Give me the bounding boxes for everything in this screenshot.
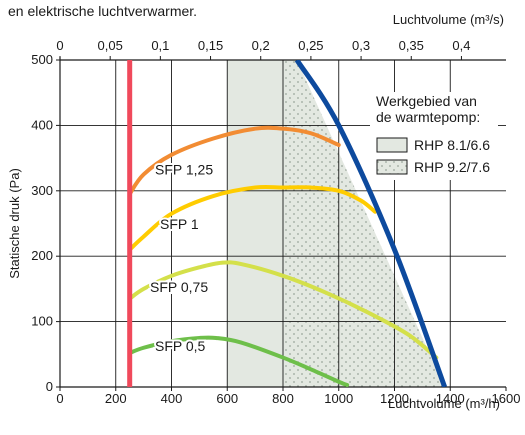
x-tick-label: 1400 xyxy=(436,391,465,406)
legend-swatch-1 xyxy=(376,159,408,175)
legend-label-1: RHP 9.2/7.6 xyxy=(414,159,490,175)
legend-swatch-0 xyxy=(376,137,408,153)
x-tick-label: 1000 xyxy=(324,391,353,406)
series-line-3 xyxy=(127,335,350,387)
series-label-2: SFP 0,75 xyxy=(150,279,208,295)
y-tick-label: 200 xyxy=(31,248,53,263)
x-tick-label: 400 xyxy=(161,391,183,406)
header-text: en elektrische luchtverwarmer. xyxy=(8,3,197,19)
series-line-2 xyxy=(127,260,439,360)
x-axis-label: Luchtvolume (m³/h) xyxy=(388,396,500,411)
x2-tick-label: 0,1 xyxy=(151,38,169,53)
y-tick-label: 500 xyxy=(31,52,53,67)
series-line-0 xyxy=(127,125,341,197)
x-tick-label: 1200 xyxy=(380,391,409,406)
series-label-1: SFP 1 xyxy=(160,216,199,232)
x2-tick-label: 0,3 xyxy=(352,38,370,53)
x2-tick-label: 0,25 xyxy=(298,38,323,53)
series-label-3: SFP 0,5 xyxy=(155,338,206,354)
legend-title: Werkgebied van xyxy=(376,93,477,109)
x2-tick-label: 0,35 xyxy=(399,38,424,53)
x2-axis-label: Luchtvolume (m³/s) xyxy=(393,12,504,27)
legend-title: de warmtepomp: xyxy=(376,109,480,125)
x-tick-label: 800 xyxy=(272,391,294,406)
x2-tick-label: 0,2 xyxy=(252,38,270,53)
x2-tick-label: 0,15 xyxy=(198,38,223,53)
y-tick-label: 300 xyxy=(31,183,53,198)
series-line-1 xyxy=(127,184,377,252)
y-axis-label: Statische druk (Pa) xyxy=(7,168,22,279)
series-layer xyxy=(127,125,439,387)
region-rhp-9-2 xyxy=(283,60,445,387)
regions-layer xyxy=(227,60,445,387)
y-tick-label: 100 xyxy=(31,314,53,329)
x2-tick-label: 0 xyxy=(56,38,63,53)
legend-label-0: RHP 8.1/6.6 xyxy=(414,137,490,153)
max-flow-line xyxy=(294,60,448,387)
bounds-layer xyxy=(127,60,448,387)
region-rhp-8-1 xyxy=(227,60,283,387)
x-tick-label: 1600 xyxy=(492,391,521,406)
y-tick-label: 0 xyxy=(46,379,53,394)
series-labels-layer: SFP 1,25 SFP 1 SFP 0,75 SFP 0,5 xyxy=(148,159,215,356)
x-tick-label: 200 xyxy=(105,391,127,406)
x2-tick-label: 0,4 xyxy=(452,38,470,53)
x2-tick-label: 0,05 xyxy=(98,38,123,53)
x-tick-label: 0 xyxy=(56,391,63,406)
x-tick-label: 600 xyxy=(216,391,238,406)
series-label-0: SFP 1,25 xyxy=(155,161,213,177)
y-tick-label: 400 xyxy=(31,117,53,132)
